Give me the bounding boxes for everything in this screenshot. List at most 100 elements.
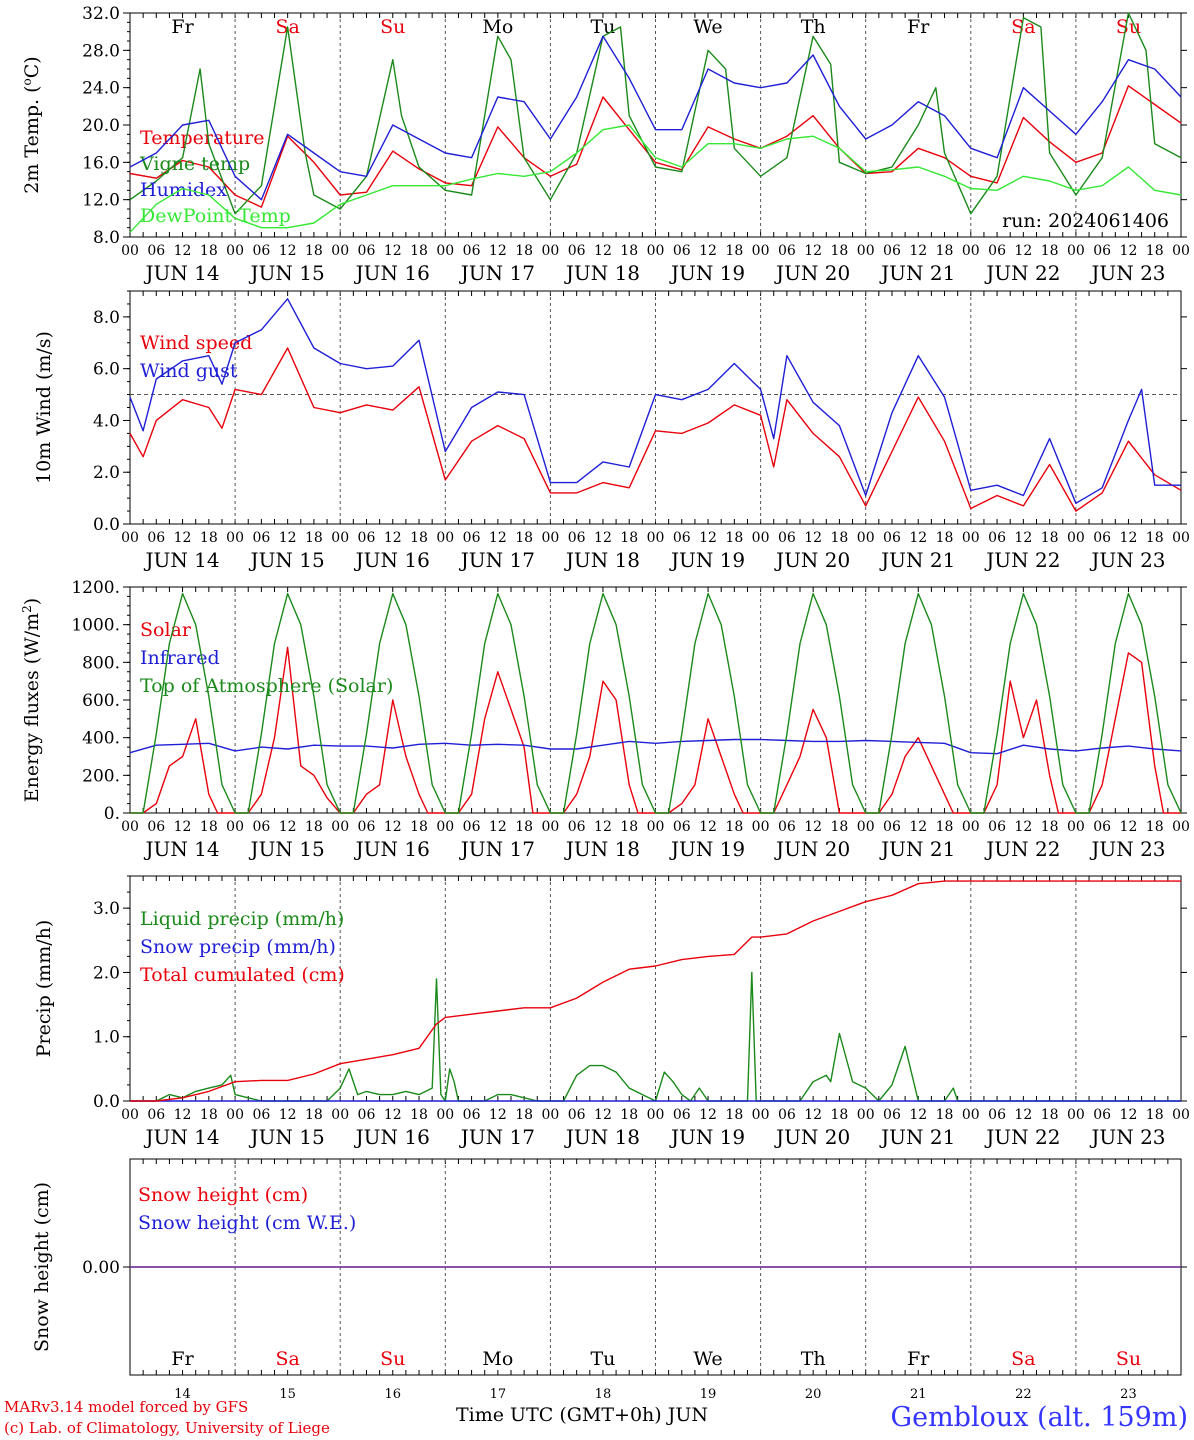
x-hour-label: 00 bbox=[962, 819, 980, 835]
series-line-wind-gust bbox=[129, 298, 1181, 504]
x-hour-label: 00 bbox=[857, 819, 875, 835]
x-day-label: JUN 15 bbox=[249, 837, 325, 861]
x-hour-label: 12 bbox=[1014, 530, 1032, 546]
x-hour-label: 00 bbox=[1067, 530, 1085, 546]
x-hour-label: 06 bbox=[1093, 1107, 1111, 1123]
x-hour-label: 00 bbox=[226, 243, 244, 259]
x-hour-label: 06 bbox=[778, 1107, 796, 1123]
x-hour-label: 06 bbox=[778, 819, 796, 835]
y-tick-label: 20.0 bbox=[82, 116, 120, 136]
x-hour-label: 12 bbox=[174, 243, 192, 259]
y-tick-label: 6.0 bbox=[93, 360, 120, 380]
x-hour-label: 00 bbox=[121, 819, 139, 835]
legend-entry: Temperature bbox=[140, 127, 264, 149]
x-hour-label: 06 bbox=[147, 1107, 165, 1123]
x-hour-label: 12 bbox=[594, 530, 612, 546]
x-hour-label: 18 bbox=[1041, 530, 1059, 546]
x-day-label: JUN 22 bbox=[984, 1125, 1060, 1149]
x-day-label: JUN 15 bbox=[249, 548, 325, 572]
x-hour-label: 12 bbox=[174, 819, 192, 835]
y-tick-label: 2.0 bbox=[93, 963, 120, 983]
y-tick-label: 8.0 bbox=[93, 308, 120, 328]
x-hour-label: 06 bbox=[1093, 243, 1111, 259]
y-tick-label: 200. bbox=[82, 766, 120, 786]
x-hour-label: 12 bbox=[699, 819, 717, 835]
x-hour-label: 06 bbox=[358, 819, 376, 835]
x-hour-label: 18 bbox=[410, 530, 428, 546]
x-hour-label: 18 bbox=[831, 819, 849, 835]
x-hour-label: 06 bbox=[252, 819, 270, 835]
x-hour-label: 00 bbox=[226, 819, 244, 835]
x-hour-label: 12 bbox=[279, 819, 297, 835]
x-hour-label: 06 bbox=[988, 243, 1006, 259]
x-hour-label: 00 bbox=[1067, 1107, 1085, 1123]
x-hour-label: 06 bbox=[673, 1107, 691, 1123]
legend-entry: Top of Atmosphere (Solar) bbox=[140, 675, 393, 697]
series-line-top-of-atmosphere-solar bbox=[130, 592, 1182, 814]
weekday-label-top: Fr bbox=[907, 16, 930, 38]
y-tick-label: 1000. bbox=[71, 616, 120, 636]
x-hour-label: 12 bbox=[594, 819, 612, 835]
x-day-label: JUN 20 bbox=[774, 548, 850, 572]
x-day-label: JUN 14 bbox=[143, 1125, 219, 1149]
x-hour-label: 18 bbox=[936, 1107, 954, 1123]
x-hour-label: 18 bbox=[305, 1107, 323, 1123]
weekday-label-top: Mo bbox=[482, 16, 513, 38]
x-hour-label: 18 bbox=[831, 243, 849, 259]
x-hour-label: 06 bbox=[568, 819, 586, 835]
weekday-label-bottom: Fr bbox=[907, 1348, 930, 1370]
month-label: JUN bbox=[667, 1404, 709, 1426]
y-tick-label: 600. bbox=[82, 691, 120, 711]
x-day-label: JUN 23 bbox=[1089, 548, 1165, 572]
x-hour-label: 12 bbox=[804, 243, 822, 259]
x-hour-label: 12 bbox=[174, 1107, 192, 1123]
x-hour-label: 00 bbox=[1172, 530, 1190, 546]
x-day-label: JUN 16 bbox=[354, 1125, 430, 1149]
y-axis-title: Snow height (cm) bbox=[31, 1182, 53, 1352]
legend-entry: Total cumulated (cm) bbox=[140, 964, 345, 986]
x-day-label: JUN 23 bbox=[1089, 837, 1165, 861]
x-hour-label: 18 bbox=[410, 1107, 428, 1123]
x-hour-label: 12 bbox=[909, 1107, 927, 1123]
time-axis-caption: Time UTC (GMT+0h) JUN bbox=[456, 1404, 708, 1426]
x-day-label: JUN 17 bbox=[459, 548, 535, 572]
x-hour-label: 18 bbox=[725, 819, 743, 835]
x-hour-label: 06 bbox=[463, 819, 481, 835]
day-number-label: 22 bbox=[1015, 1387, 1032, 1402]
series-line-vigne-temp bbox=[129, 12, 1182, 215]
x-day-label: JUN 20 bbox=[774, 1125, 850, 1149]
x-hour-label: 12 bbox=[384, 819, 402, 835]
x-hour-label: 18 bbox=[936, 819, 954, 835]
x-hour-label: 12 bbox=[489, 243, 507, 259]
day-number-label: 17 bbox=[490, 1387, 507, 1402]
x-hour-label: 12 bbox=[1120, 530, 1138, 546]
x-hour-label: 06 bbox=[147, 819, 165, 835]
legend-entry: Wind speed bbox=[140, 332, 252, 354]
y-tick-label: 400. bbox=[82, 729, 120, 749]
y-tick-label: 16.0 bbox=[82, 153, 120, 173]
x-hour-label: 00 bbox=[121, 530, 139, 546]
weekday-label-top: Su bbox=[380, 16, 405, 38]
x-day-label: JUN 14 bbox=[143, 261, 219, 285]
x-hour-label: 12 bbox=[384, 530, 402, 546]
x-hour-label: 00 bbox=[1172, 243, 1190, 259]
y-tick-label: 3.0 bbox=[93, 899, 120, 919]
x-day-label: JUN 21 bbox=[879, 548, 955, 572]
x-hour-label: 18 bbox=[620, 530, 638, 546]
x-hour-label: 18 bbox=[831, 530, 849, 546]
y-tick-label: 32.0 bbox=[82, 4, 120, 24]
legend-entry: Humidex bbox=[140, 179, 227, 201]
y-tick-label: 0. bbox=[104, 804, 120, 824]
x-hour-label: 06 bbox=[252, 243, 270, 259]
x-hour-label: 00 bbox=[226, 530, 244, 546]
x-hour-label: 00 bbox=[541, 819, 559, 835]
time-axis-label: Time UTC (GMT+0h) bbox=[456, 1404, 662, 1426]
x-hour-label: 18 bbox=[515, 1107, 533, 1123]
legend-entry: Wind gust bbox=[140, 360, 238, 382]
x-hour-label: 06 bbox=[568, 243, 586, 259]
x-hour-label: 06 bbox=[252, 1107, 270, 1123]
day-number-label: 23 bbox=[1120, 1387, 1137, 1402]
x-hour-label: 12 bbox=[594, 243, 612, 259]
x-hour-label: 00 bbox=[647, 243, 665, 259]
